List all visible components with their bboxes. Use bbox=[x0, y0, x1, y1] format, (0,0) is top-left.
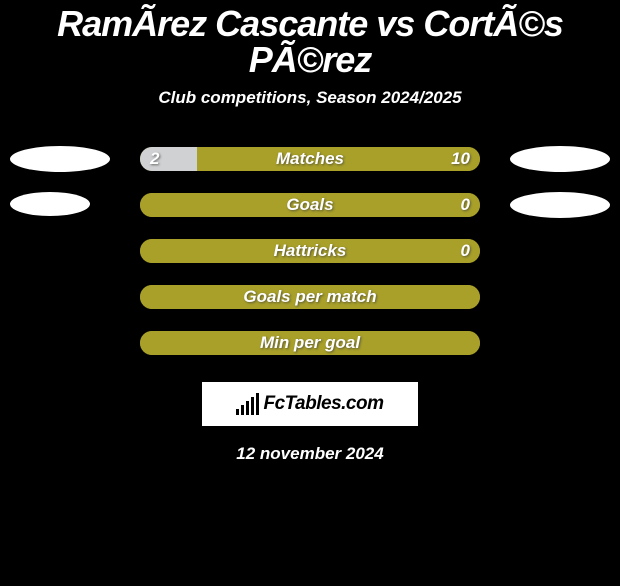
stat-bar: Min per goal bbox=[140, 331, 480, 355]
stat-row: Matches2 10 bbox=[0, 136, 620, 182]
player-avatar-left bbox=[10, 146, 110, 172]
comparison-chart: Matches210Goals0Hattricks0Goals per matc… bbox=[0, 136, 620, 366]
stat-bar: Goals per match bbox=[140, 285, 480, 309]
stat-bar: Matches2 10 bbox=[140, 147, 480, 171]
stat-bar: Goals0 bbox=[140, 193, 480, 217]
stat-label: Matches bbox=[140, 147, 480, 171]
stat-value-right: 0 bbox=[451, 193, 480, 217]
subtitle: Club competitions, Season 2024/2025 bbox=[0, 88, 620, 108]
stat-label: Goals per match bbox=[140, 285, 480, 309]
stat-label: Goals bbox=[140, 193, 480, 217]
stat-label: Hattricks bbox=[140, 239, 480, 263]
stat-row: Hattricks0 bbox=[0, 228, 620, 274]
stat-row: Goals per match bbox=[0, 274, 620, 320]
player-avatar-right bbox=[510, 192, 610, 218]
stat-value-right: 10 bbox=[441, 147, 480, 171]
stat-row: Min per goal bbox=[0, 320, 620, 366]
stat-label: Min per goal bbox=[140, 331, 480, 355]
stat-value-left: 2 bbox=[140, 147, 169, 171]
date-label: 12 november 2024 bbox=[0, 444, 620, 464]
stat-row: Goals0 bbox=[0, 182, 620, 228]
player-avatar-right bbox=[510, 146, 610, 172]
stat-value-right: 0 bbox=[451, 239, 480, 263]
player-avatar-left bbox=[10, 192, 90, 216]
page-title: RamÃ­rez Cascante vs CortÃ©s PÃ©rez bbox=[0, 6, 620, 78]
site-logo: FcTables.com bbox=[202, 382, 418, 426]
stat-bar: Hattricks0 bbox=[140, 239, 480, 263]
logo-bars-icon bbox=[236, 393, 259, 415]
logo-text: FcTables.com bbox=[263, 393, 383, 415]
